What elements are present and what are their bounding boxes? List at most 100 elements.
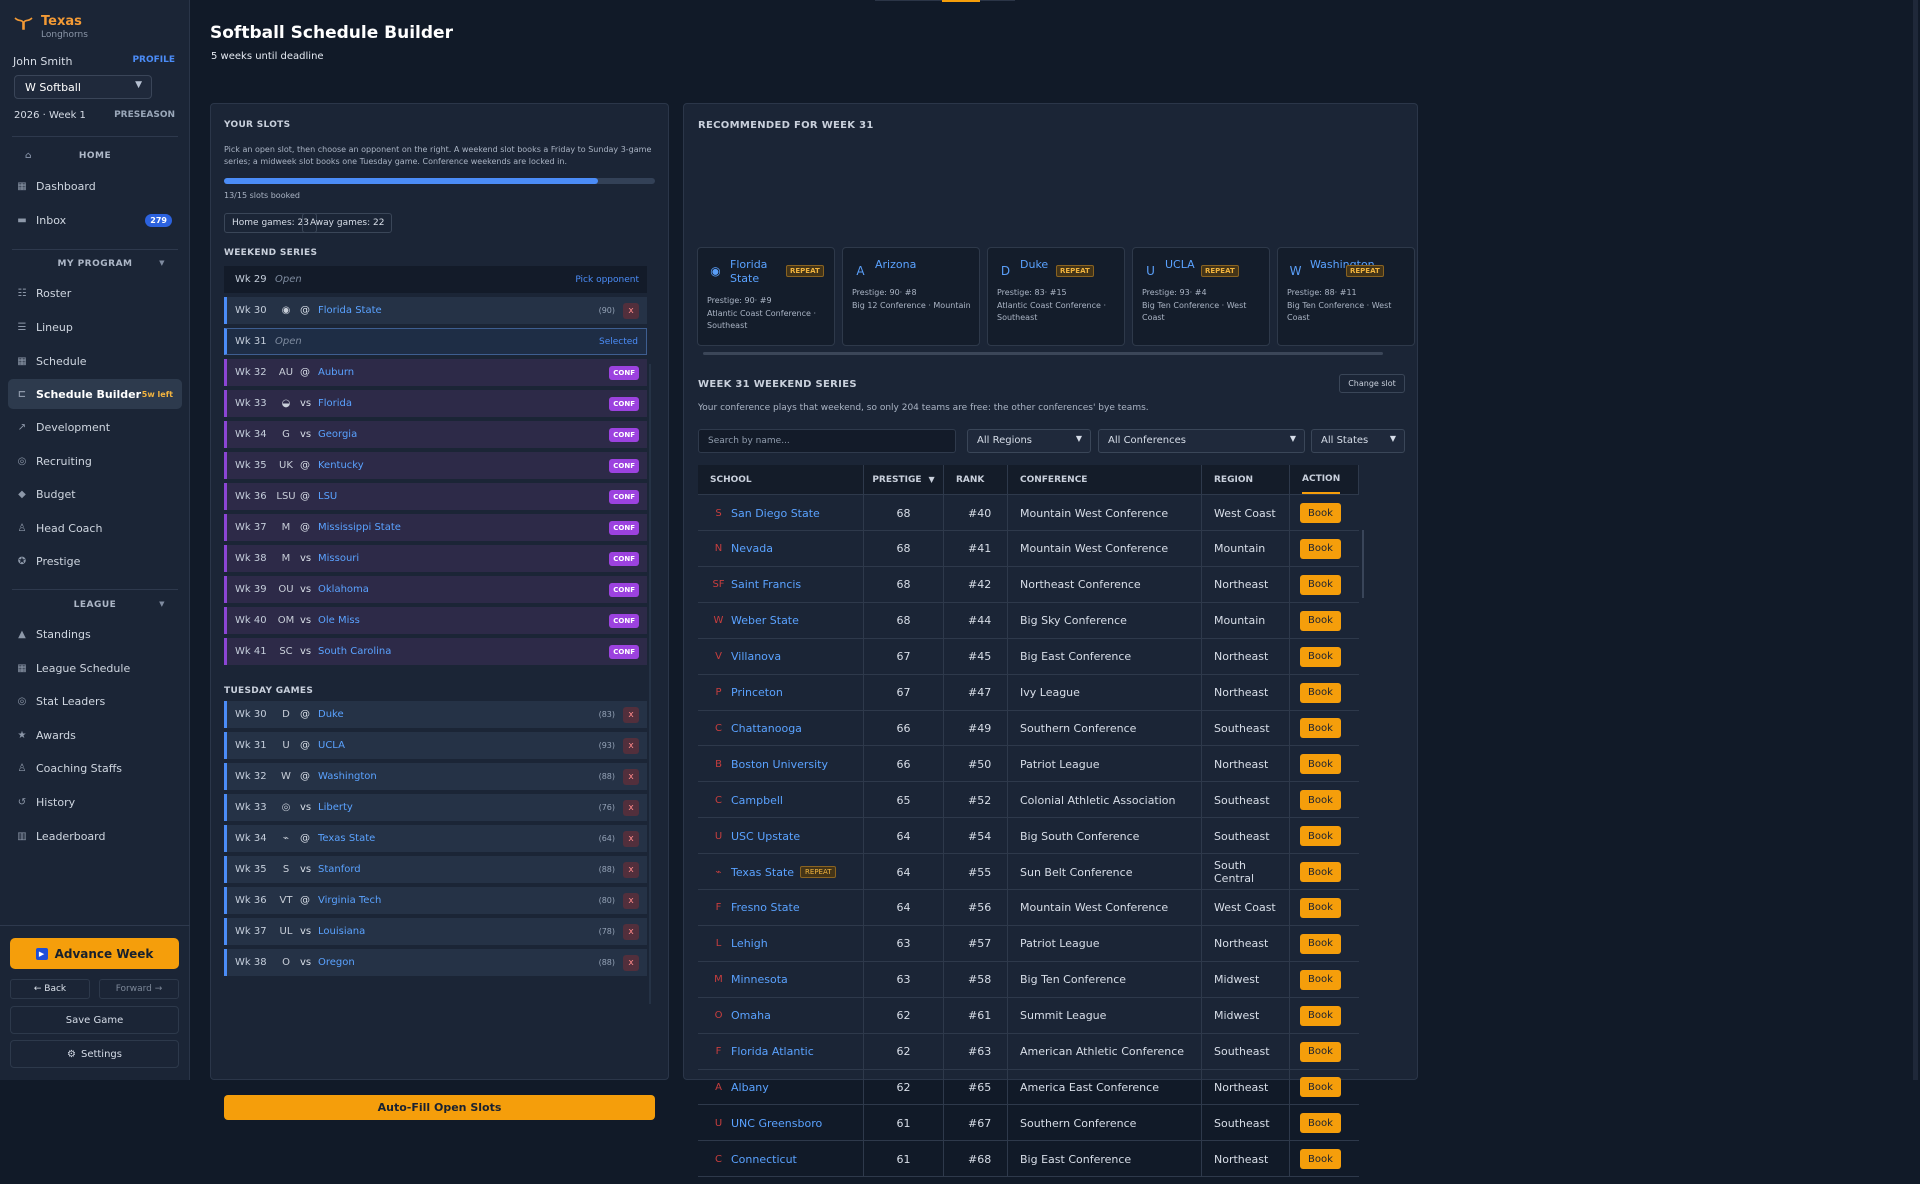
school-name[interactable]: Weber State xyxy=(731,614,799,628)
opponent-name[interactable]: Kentucky xyxy=(318,460,364,471)
nav-stat-leaders[interactable]: ◎ Stat Leaders xyxy=(8,686,182,716)
nav-standings[interactable]: ▲ Standings xyxy=(8,619,182,649)
weekend-slot-wk-36[interactable]: Wk 36 LSU @ LSU CONF xyxy=(224,483,647,510)
school-name[interactable]: Minnesota xyxy=(731,973,788,987)
weekend-slot-wk-37[interactable]: Wk 37 M @ Mississippi State CONF xyxy=(224,514,647,541)
school-header[interactable]: SCHOOL xyxy=(698,465,864,495)
region-header[interactable]: REGION xyxy=(1202,465,1290,495)
school-name[interactable]: Nevada xyxy=(731,542,773,556)
weekend-slot-wk-33[interactable]: Wk 33 ◒ vs Florida CONF xyxy=(224,390,647,417)
book-button[interactable]: Book xyxy=(1300,862,1341,882)
remove-slot-button[interactable]: x xyxy=(623,706,639,723)
opponent-name[interactable]: Virginia Tech xyxy=(318,895,382,906)
nav-awards[interactable]: ★ Awards xyxy=(8,720,182,750)
nav-recruiting[interactable]: ◎ Recruiting xyxy=(8,446,182,476)
opponent-name[interactable]: Auburn xyxy=(318,367,355,378)
school-row[interactable]: O Omaha 62 #61 Summit League Midwest Book xyxy=(698,997,1359,1034)
book-button[interactable]: Book xyxy=(1300,826,1341,847)
opponent-name[interactable]: Ole Miss xyxy=(318,615,360,626)
weekend-slot-wk-39[interactable]: Wk 39 OU vs Oklahoma CONF xyxy=(224,576,647,603)
back-button[interactable]: ← Back xyxy=(10,979,90,999)
slot-action[interactable]: Pick opponent xyxy=(575,274,639,285)
school-row[interactable]: S San Diego State 68 #40 Mountain West Confe… xyxy=(698,495,1359,531)
opponent-name[interactable]: Mississippi State xyxy=(318,522,401,533)
weekend-slot-wk-30[interactable]: Wk 30 ◉ @ Florida State (90) x xyxy=(224,297,647,324)
remove-slot-button[interactable]: x xyxy=(623,830,639,847)
book-button[interactable]: Book xyxy=(1300,1113,1341,1134)
opponent-name[interactable]: Oklahoma xyxy=(318,584,369,595)
table-scrollbar[interactable] xyxy=(1362,530,1364,598)
remove-slot-button[interactable]: x xyxy=(623,892,639,909)
school-name[interactable]: Villanova xyxy=(731,650,782,664)
nav-coaching-staffs[interactable]: ♙ Coaching Staffs xyxy=(8,753,182,783)
school-name[interactable]: Texas State xyxy=(731,865,795,879)
remove-slot-button[interactable]: x xyxy=(623,799,639,816)
conference-header[interactable]: CONFERENCE xyxy=(1008,465,1202,495)
recommended-card-washington[interactable]: W Washington REPEAT Prestige: 88· #11 Big Te… xyxy=(1277,247,1415,346)
book-button[interactable]: Book xyxy=(1300,682,1341,703)
school-name[interactable]: UNC Greensboro xyxy=(731,1116,823,1130)
window-scrollbar[interactable] xyxy=(1913,0,1918,1080)
recommended-card-florida-state[interactable]: ◉ Florida State REPEAT Prestige: 90· #9 Atla… xyxy=(697,247,835,346)
opponent-name[interactable]: Florida State xyxy=(318,305,382,316)
state-filter[interactable]: All States ▼ xyxy=(1311,429,1405,453)
book-button[interactable]: Book xyxy=(1300,933,1341,954)
school-row[interactable]: P Princeton 67 #47 Ivy League Northeast Book xyxy=(698,674,1359,711)
slot-action[interactable]: Selected xyxy=(598,336,638,347)
recommended-name[interactable]: UCLA xyxy=(1165,258,1195,271)
settings-button[interactable]: ⚙ Settings xyxy=(10,1040,179,1068)
book-button[interactable]: Book xyxy=(1300,574,1341,595)
school-name[interactable]: Florida Atlantic xyxy=(731,1045,814,1058)
profile-link[interactable]: PROFILE xyxy=(132,55,175,65)
school-name[interactable]: Chattanooga xyxy=(731,721,802,735)
nav-history[interactable]: ↺ History xyxy=(8,787,182,817)
forward-button[interactable]: Forward → xyxy=(99,979,179,999)
nav-development[interactable]: ↗ Development xyxy=(8,412,182,442)
opponent-name[interactable]: Louisiana xyxy=(318,926,366,937)
league-section-title[interactable]: LEAGUE ▼ xyxy=(73,600,165,610)
school-row[interactable]: N Nevada 68 #41 Mountain West Conference Moun… xyxy=(698,530,1359,567)
weekend-slot-wk-35[interactable]: Wk 35 UK @ Kentucky CONF xyxy=(224,452,647,479)
remove-slot-button[interactable]: x xyxy=(623,923,639,940)
school-row[interactable]: V Villanova 67 #45 Big East Conference Northe… xyxy=(698,638,1359,675)
weekend-slot-wk-40[interactable]: Wk 40 OM vs Ole Miss CONF xyxy=(224,607,647,634)
book-button[interactable]: Book xyxy=(1300,1077,1341,1098)
school-name[interactable]: Albany xyxy=(731,1080,769,1094)
tuesday-slot-wk-33[interactable]: Wk 33 ◎ vs Liberty (76) x xyxy=(224,794,647,821)
book-button[interactable]: Book xyxy=(1300,718,1341,739)
book-button[interactable]: Book xyxy=(1300,610,1341,631)
opponent-name[interactable]: Texas State xyxy=(318,833,376,844)
weekend-slot-wk-31[interactable]: Wk 31 Open Selected xyxy=(224,328,647,355)
school-row[interactable]: W Weber State 68 #44 Big Sky Conference Mount… xyxy=(698,602,1359,639)
region-filter[interactable]: All Regions ▼ xyxy=(967,429,1091,453)
school-name[interactable]: Princeton xyxy=(731,686,783,699)
opponent-name[interactable]: Liberty xyxy=(318,802,353,813)
tuesday-slot-wk-34[interactable]: Wk 34 ⌁ @ Texas State (64) x xyxy=(224,825,647,852)
recommended-card-arizona[interactable]: A Arizona Prestige: 90· #8 Big 12 Conferenc… xyxy=(842,247,980,346)
tuesday-slot-wk-32[interactable]: Wk 32 W @ Washington (88) x xyxy=(224,763,647,790)
nav-prestige[interactable]: ✪ Prestige xyxy=(8,546,182,576)
opponent-name[interactable]: LSU xyxy=(318,491,338,502)
remove-slot-button[interactable]: x xyxy=(623,861,639,878)
slots-scrollbar[interactable] xyxy=(649,364,651,1004)
auto-fill-button[interactable]: Auto-Fill Open Slots xyxy=(224,1095,655,1120)
recommended-name[interactable]: Duke xyxy=(1020,258,1049,271)
opponent-name[interactable]: Oregon xyxy=(318,957,355,968)
remove-slot-button[interactable]: x xyxy=(623,768,639,785)
school-name[interactable]: Connecticut xyxy=(731,1152,797,1166)
tuesday-slot-wk-37[interactable]: Wk 37 UL vs Louisiana (78) x xyxy=(224,918,647,945)
advance-week-button[interactable]: ▶ Advance Week xyxy=(10,938,179,969)
school-row[interactable]: B Boston University 66 #50 Patriot League Nor… xyxy=(698,746,1359,783)
change-slot-button[interactable]: Change slot xyxy=(1339,374,1405,393)
book-button[interactable]: Book xyxy=(1300,1041,1341,1062)
nav-head-coach[interactable]: ♙ Head Coach xyxy=(8,513,182,543)
save-game-button[interactable]: Save Game xyxy=(10,1006,179,1034)
nav-dashboard[interactable]: ▦ Dashboard xyxy=(8,171,182,201)
book-button[interactable]: Book xyxy=(1300,646,1341,667)
weekend-slot-wk-29[interactable]: Wk 29 Open Pick opponent xyxy=(224,266,647,293)
school-row[interactable]: F Fresno State 64 #56 Mountain West Conferen… xyxy=(698,889,1359,926)
